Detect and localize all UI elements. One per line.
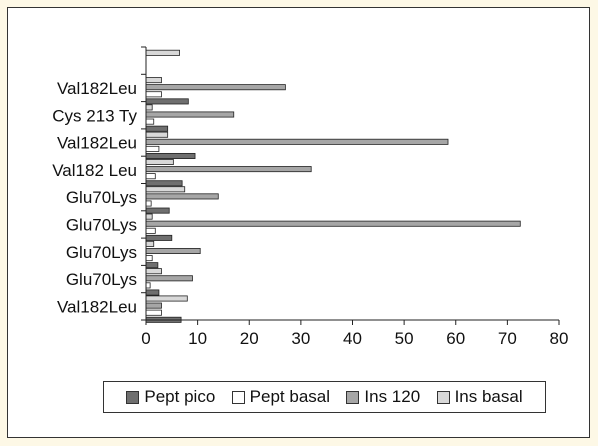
- bar-ins-120-8: [145, 275, 193, 282]
- bar-pept-pico-2: [145, 125, 169, 132]
- bar-pept-pico-1: [145, 98, 189, 105]
- bar-pept-pico-8: [145, 289, 160, 296]
- legend-item: Pept basal: [231, 387, 331, 407]
- x-tick-label: 0: [141, 329, 150, 348]
- x-tick-label: 70: [498, 329, 517, 348]
- legend-label: Ins 120: [364, 387, 421, 406]
- x-tick-label: 40: [343, 329, 362, 348]
- x-tick-label: 20: [240, 329, 259, 348]
- legend-label: Pept basal: [249, 387, 331, 406]
- bar-ins-120-4: [145, 166, 312, 173]
- x-tick-label: 60: [446, 329, 465, 348]
- category-label: Glu70Lys: [66, 188, 137, 207]
- category-label: Val182Leu: [57, 297, 137, 316]
- legend-swatch: [346, 390, 360, 404]
- bar-pept-pico-4: [145, 180, 183, 187]
- category-label: Glu70Lys: [66, 270, 137, 289]
- category-label: Val182 Leu: [52, 161, 137, 180]
- legend-item: Pept pico: [126, 387, 215, 407]
- bar-pept-basal-6: [145, 227, 156, 234]
- bar-pept-pico-3: [145, 152, 196, 159]
- category-label: Cys 213 Ty: [52, 106, 137, 125]
- bar-ins-basal-8: [145, 268, 162, 275]
- bar-pept-pico-5: [145, 207, 170, 214]
- bar-ins-basal-2: [145, 104, 153, 111]
- x-tick-label: 50: [395, 329, 414, 348]
- bar-ins-120-5: [145, 193, 219, 200]
- bar-pept-basal-7: [145, 255, 153, 262]
- legend-label: Ins basal: [454, 387, 523, 406]
- bar-pept-pico-7: [145, 262, 159, 269]
- bar-ins-basal-3: [145, 131, 169, 138]
- labels-group: 0 10 20 30 40 50 60 70 80 Val182Leu Cys 213 Ty Val1…: [52, 79, 568, 348]
- bar-pept-basal-4: [145, 173, 156, 180]
- category-label: Val182Leu: [57, 134, 137, 153]
- bar-pept-basal-8: [145, 282, 151, 289]
- bar-ins-basal-1: [145, 77, 162, 84]
- bar-pept-basal-5: [145, 200, 152, 207]
- bar-ins-120-3: [145, 138, 449, 145]
- legend-label: Pept pico: [144, 387, 216, 406]
- legend-swatch: [126, 390, 140, 404]
- x-tick-label: 80: [550, 329, 569, 348]
- bars-group: [145, 49, 521, 323]
- bar-ins-basal-9: [145, 295, 188, 302]
- bar-ins-120-2: [145, 111, 235, 118]
- bar-pept-basal-3: [145, 145, 160, 152]
- bar-ins-basal-6: [145, 213, 153, 220]
- axes-group: [141, 46, 560, 325]
- bar-pept-basal-2: [145, 118, 155, 125]
- bar-ins-basal-7: [145, 240, 155, 247]
- category-label: Glu70Lys: [66, 215, 137, 234]
- bar-ins-120-9: [145, 302, 162, 309]
- x-tick-label: 30: [291, 329, 310, 348]
- bar-ins-120-6: [145, 220, 521, 227]
- category-label: Val182Leu: [57, 79, 137, 98]
- bar-ins-basal-4: [145, 158, 174, 165]
- bar-pept-pico-6: [145, 234, 173, 241]
- category-label: Glu70Lys: [66, 243, 137, 262]
- bar-ins-basal-5: [145, 186, 186, 193]
- bar-ins-120-1: [145, 84, 286, 91]
- legend-swatch: [436, 390, 450, 404]
- legend-swatch: [231, 390, 245, 404]
- bar-ins-120-7: [145, 247, 201, 254]
- legend-item: Ins 120: [346, 387, 420, 407]
- legend-item: Ins basal: [436, 387, 523, 407]
- legend: Pept pico Pept basal Ins 120 Ins basal: [103, 381, 546, 413]
- x-tick-label: 10: [188, 329, 207, 348]
- bar-pept-basal-1: [145, 91, 162, 98]
- bar-ins-basal-0: [145, 49, 180, 56]
- bar-pept-basal-9: [145, 309, 162, 316]
